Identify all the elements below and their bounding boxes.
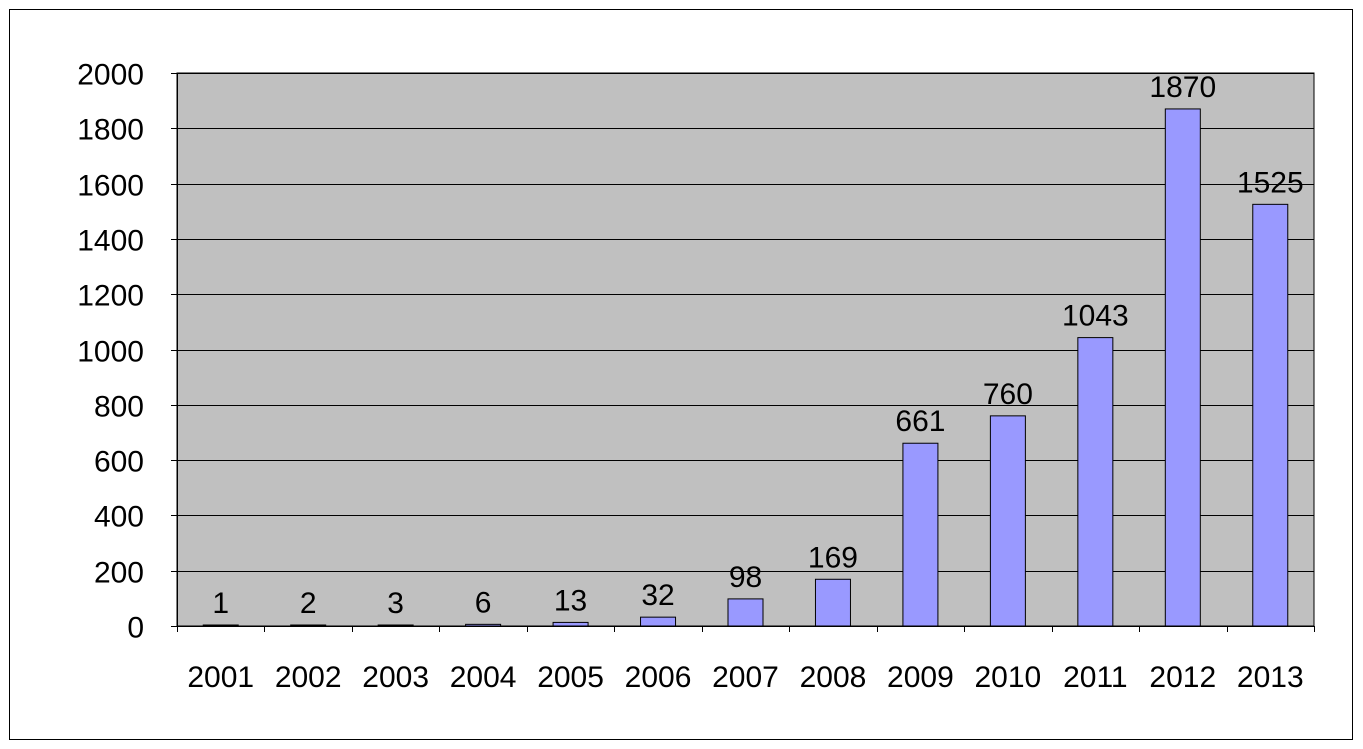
x-tick-label-2006: 2006	[625, 661, 692, 694]
bar-2003	[377, 624, 414, 627]
x-tick-label-2011: 2011	[1063, 661, 1128, 694]
plot-area	[176, 72, 1315, 627]
y-tick-label: 600	[94, 446, 144, 479]
y-tick-label: 1200	[77, 280, 144, 313]
data-label-2010: 760	[983, 378, 1033, 411]
x-tick-label-2004: 2004	[450, 661, 517, 694]
bar-2002	[290, 624, 327, 627]
y-tick-label: 1600	[77, 170, 144, 203]
y-tick-label: 1800	[77, 114, 144, 147]
bar-2004	[465, 623, 502, 627]
x-tick-label-2002: 2002	[275, 661, 342, 694]
bar-2013	[1252, 203, 1289, 627]
data-label-2008: 169	[808, 541, 858, 574]
data-label-2009: 661	[895, 405, 945, 438]
x-tick-label-2001: 2001	[187, 661, 254, 694]
x-tick-label-2007: 2007	[712, 661, 779, 694]
data-label-2002: 2	[300, 587, 317, 620]
y-tick-label: 0	[127, 612, 144, 645]
data-label-2005: 13	[554, 584, 587, 617]
data-label-2004: 6	[475, 586, 492, 619]
bar-2011	[1077, 337, 1114, 627]
x-axis-tick-labels: 2001 2002 2003 2004 2005 2006 2007 2008 2009 2010…	[187, 661, 1303, 694]
gridlines	[177, 73, 1314, 572]
x-tick-label-2013: 2013	[1237, 661, 1304, 694]
y-axis-tick-labels: 0 200 400 600 800 1000 1200 1400 1600 1800 2000	[77, 59, 177, 645]
x-tick-label-2005: 2005	[537, 661, 604, 694]
x-tick-label-2009: 2009	[887, 661, 954, 694]
x-tick-label-2008: 2008	[800, 661, 867, 694]
y-tick-label: 1000	[77, 336, 144, 369]
data-label-2011: 1043	[1062, 300, 1129, 333]
data-label-2013: 1525	[1237, 166, 1304, 199]
data-label-2003: 3	[387, 587, 404, 620]
bar-2006	[640, 616, 677, 627]
y-tick-label: 1400	[77, 225, 144, 258]
data-label-2012: 1870	[1149, 71, 1216, 104]
bar-2010	[989, 415, 1026, 627]
data-labels: 1 2 3 6 13 32 98 169 661 760 1043 1870 1525	[212, 71, 1303, 620]
bar-2001	[202, 624, 239, 627]
bar-2007	[727, 598, 764, 627]
y-tick-label: 800	[94, 391, 144, 424]
data-label-2007: 98	[729, 561, 762, 594]
x-tick-label-2003: 2003	[362, 661, 429, 694]
y-tick-label: 400	[94, 501, 144, 534]
bar-2008	[814, 578, 851, 627]
data-label-2001: 1	[212, 587, 229, 620]
bar-2009	[902, 442, 939, 627]
bar-2005	[552, 621, 589, 627]
y-tick-label: 200	[94, 557, 144, 590]
data-label-2006: 32	[641, 579, 674, 612]
x-tick-label-2012: 2012	[1149, 661, 1216, 694]
y-tick-label: 2000	[77, 59, 144, 92]
bars	[202, 108, 1289, 627]
x-tick-label-2010: 2010	[975, 661, 1042, 694]
bar-2012	[1164, 108, 1201, 627]
